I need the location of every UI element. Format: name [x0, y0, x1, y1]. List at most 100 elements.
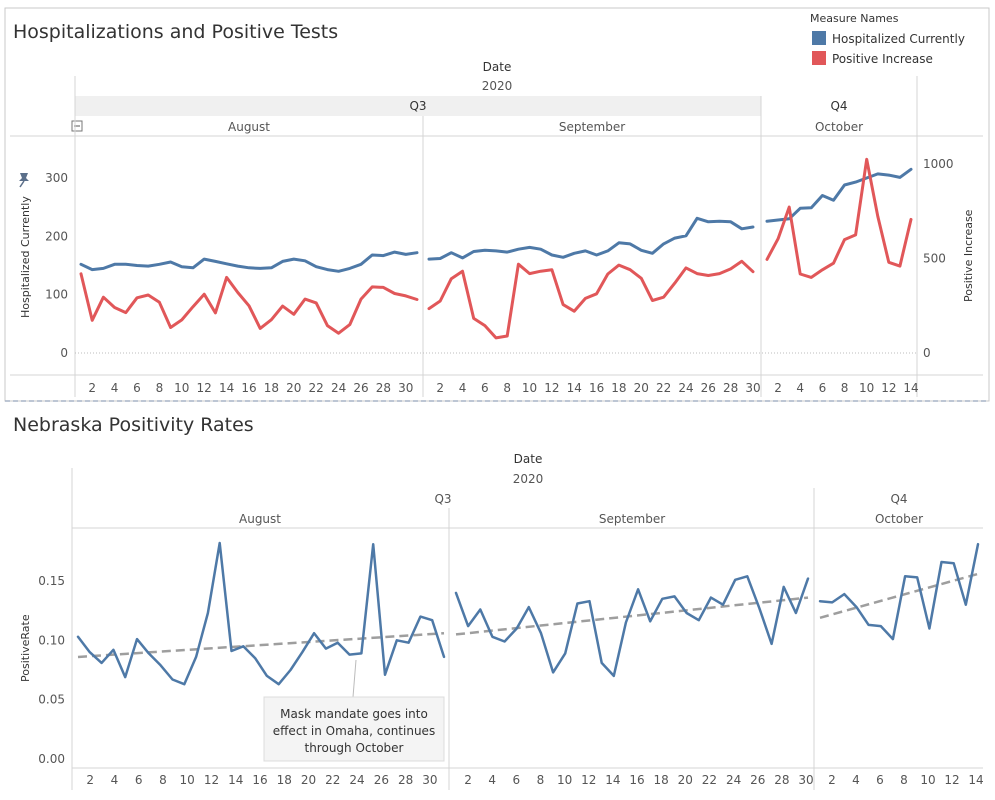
bottom-x-tick-label: 18 — [277, 773, 292, 787]
mask-mandate-annotation: Mask mandate goes into effect in Omaha, … — [263, 659, 445, 762]
bottom-x-tick-label: 18 — [654, 773, 669, 787]
bottom-x-tick-label: 14 — [228, 773, 243, 787]
series-line-positive-august[interactable] — [79, 272, 419, 335]
series-line-positive-october[interactable] — [765, 157, 913, 279]
y-left-tick-label: 300 — [45, 171, 68, 185]
bottom-x-tick-label: 4 — [111, 773, 119, 787]
bottom-x-tick-label: 10 — [180, 773, 195, 787]
x-tick-label: 8 — [503, 381, 511, 395]
legend[interactable]: Measure Names Hospitalized Currently Pos… — [810, 12, 965, 66]
x-tick-label: 2 — [88, 381, 96, 395]
bottom-x-tick-label: 12 — [581, 773, 596, 787]
bottom-x-tick-label: 24 — [726, 773, 741, 787]
bottom-chart-title: Nebraska Positivity Rates — [13, 414, 254, 436]
x-tick-label: 26 — [353, 381, 368, 395]
x-tick-label: 20 — [286, 381, 301, 395]
q3-header-band — [75, 96, 761, 116]
x-tick-label: 6 — [481, 381, 489, 395]
bottom-x-tick-label: 12 — [944, 773, 959, 787]
year-header: 2020 — [482, 79, 513, 93]
x-tick-label: 4 — [459, 381, 467, 395]
x-tick-label: 14 — [903, 381, 918, 395]
positive-rate-line-october[interactable] — [818, 542, 980, 641]
bottom-x-tick-label: 22 — [702, 773, 717, 787]
series-line-hospitalized-september[interactable] — [427, 216, 755, 261]
bottom-x-tick-label: 20 — [678, 773, 693, 787]
bottom-x-tick-label: 12 — [204, 773, 219, 787]
bottom-y-axis-title: PositiveRate — [19, 614, 32, 682]
x-tick-label: 28 — [723, 381, 738, 395]
positive-rate-line-august[interactable] — [76, 541, 446, 686]
month-header-september: September — [559, 120, 625, 134]
x-tick-label: 28 — [376, 381, 391, 395]
bottom-y-tick-label: 0.00 — [38, 752, 65, 766]
annotation-line-2: effect in Omaha, continues — [273, 724, 435, 738]
legend-swatch-hospitalized — [812, 31, 826, 45]
bottom-x-tick-label: 16 — [252, 773, 267, 787]
bottom-q4-header: Q4 — [890, 492, 907, 506]
x-tick-label: 12 — [544, 381, 559, 395]
bottom-x-tick-label: 26 — [374, 773, 389, 787]
legend-swatch-positive — [812, 51, 826, 65]
bottom-q3-header: Q3 — [434, 492, 451, 506]
series-line-hospitalized-august[interactable] — [79, 250, 419, 273]
date-header: Date — [483, 60, 512, 74]
bottom-y-tick-label: 0.15 — [38, 574, 65, 588]
bottom-x-tick-label: 28 — [398, 773, 413, 787]
x-tick-label: 10 — [174, 381, 189, 395]
bottom-x-tick-label: 2 — [86, 773, 94, 787]
x-tick-label: 26 — [701, 381, 716, 395]
x-tick-label: 22 — [309, 381, 324, 395]
x-tick-label: 12 — [881, 381, 896, 395]
x-tick-label: 18 — [264, 381, 279, 395]
y-axis-right-title: Positive Increase — [962, 209, 975, 302]
x-tick-label: 2 — [774, 381, 782, 395]
bottom-x-tick-label: 26 — [750, 773, 765, 787]
y-right-tick-label: 1000 — [923, 157, 954, 171]
x-tick-label: 16 — [589, 381, 604, 395]
bottom-x-tick-label: 6 — [135, 773, 143, 787]
x-tick-label: 10 — [859, 381, 874, 395]
x-tick-label: 4 — [796, 381, 804, 395]
bottom-x-tick-label: 2 — [464, 773, 472, 787]
top-series-lines — [79, 157, 913, 340]
bottom-x-tick-label: 2 — [828, 773, 836, 787]
annotation-line-1: Mask mandate goes into — [280, 707, 428, 721]
legend-label-positive[interactable]: Positive Increase — [832, 52, 933, 66]
legend-label-hospitalized[interactable]: Hospitalized Currently — [832, 32, 965, 46]
x-tick-label: 14 — [567, 381, 582, 395]
x-tick-label: 20 — [634, 381, 649, 395]
bottom-month-header-october: October — [875, 512, 923, 526]
x-axis-ticks: 2 4 6 8 10 12 14 16 18 20 22 24 26 28 30 2 4 6 8 10 12 14 16 18… — [88, 381, 918, 395]
month-header-august: August — [228, 120, 270, 134]
x-tick-label: 18 — [611, 381, 626, 395]
y-axis-left-ticks: 0 100 200 300 — [45, 171, 68, 360]
bottom-x-tick-label: 10 — [557, 773, 572, 787]
bottom-date-header: Date — [514, 452, 543, 466]
bottom-x-tick-label: 6 — [876, 773, 884, 787]
positive-rate-line-september[interactable] — [454, 575, 810, 678]
x-tick-label: 22 — [656, 381, 671, 395]
bottom-x-tick-label: 8 — [900, 773, 908, 787]
series-line-hospitalized-october[interactable] — [765, 167, 913, 223]
bottom-month-header-september: September — [599, 512, 665, 526]
bottom-x-tick-label: 22 — [325, 773, 340, 787]
x-tick-label: 12 — [197, 381, 212, 395]
bottom-month-header-august: August — [239, 512, 281, 526]
bottom-x-tick-label: 14 — [605, 773, 620, 787]
x-tick-label: 10 — [522, 381, 537, 395]
legend-title: Measure Names — [810, 12, 899, 25]
series-line-positive-september[interactable] — [427, 259, 755, 340]
bottom-x-tick-label: 16 — [629, 773, 644, 787]
top-chart-title: Hospitalizations and Positive Tests — [13, 21, 338, 43]
pin-icon[interactable] — [19, 173, 29, 188]
bottom-x-tick-label: 14 — [968, 773, 983, 787]
bottom-y-tick-label: 0.10 — [38, 633, 65, 647]
x-tick-label: 8 — [156, 381, 164, 395]
x-tick-label: 2 — [436, 381, 444, 395]
bottom-x-tick-label: 4 — [488, 773, 496, 787]
y-left-tick-label: 200 — [45, 229, 68, 243]
bottom-x-tick-label: 8 — [159, 773, 167, 787]
x-tick-label: 8 — [841, 381, 849, 395]
